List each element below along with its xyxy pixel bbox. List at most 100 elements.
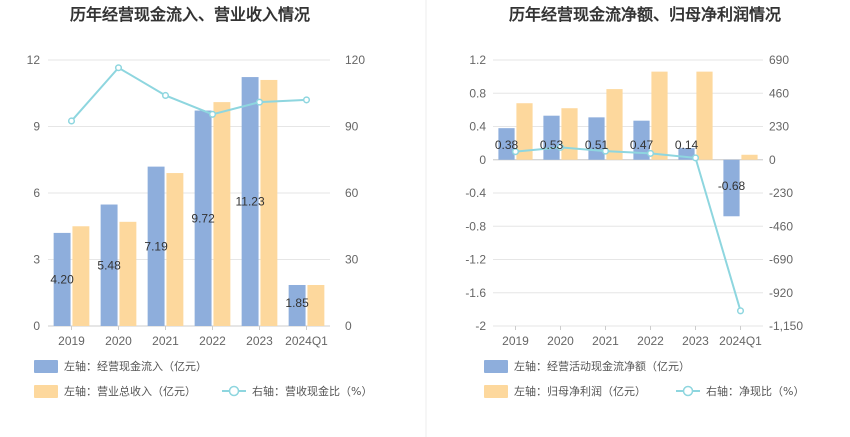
legend-label: 右轴：营收现金比（%） [252,384,372,398]
left-axis-tick: -1.6 [465,286,486,300]
left-axis-tick: -0.8 [465,219,486,233]
data-label: 0.47 [630,138,654,152]
legend-label: 左轴：营业总收入（亿元） [64,384,196,398]
bar-series1 [72,226,90,326]
data-label: 0.14 [675,138,699,152]
bar-series0 [678,148,695,160]
legend-swatch-point [682,385,694,397]
line-point [208,110,217,118]
data-label: 0.53 [540,138,564,152]
x-axis-label: 2023 [682,334,709,348]
right-axis-tick: 0 [345,319,352,333]
left-axis-tick: -1.2 [465,253,486,267]
legend-swatch [34,385,58,398]
data-label: 7.19 [144,239,168,253]
line-point [691,154,700,162]
data-label: -0.68 [718,179,746,193]
x-axis-label: 2024Q1 [285,334,328,348]
line-point [511,148,520,156]
line-series [515,146,742,312]
left-axis-tick: -2 [475,319,486,333]
x-axis-label: 2022 [199,334,226,348]
bar-series1 [696,71,713,160]
right-axis-tick: -1,150 [769,319,803,333]
bar-series0 [194,110,212,326]
legend-swatch [34,360,58,373]
left-axis-tick: 3 [33,253,40,267]
x-axis-label: 2023 [246,334,273,348]
legend-label: 左轴：经营活动现金流净额（亿元） [514,359,690,373]
right-axis-tick: 30 [345,253,359,267]
bar-series0 [241,77,259,327]
legend-swatch [484,360,508,373]
line-series [70,66,307,122]
right-axis-tick: 230 [769,120,789,134]
line-point [556,143,565,151]
bar-series1 [307,284,325,326]
right-axis-tick: 460 [769,86,789,100]
right-axis-tick: 120 [345,53,365,67]
x-axis-label: 2021 [152,334,179,348]
legend-label: 左轴：经营现金流入（亿元） [64,359,207,373]
x-axis-label: 2020 [547,334,574,348]
x-axis-label: 2022 [637,334,664,348]
right-axis-tick: 90 [345,120,359,134]
data-label: 5.48 [97,258,121,272]
left-axis-tick: 9 [33,120,40,134]
data-label: 1.85 [285,296,309,310]
chart-title: 历年经营现金流入、营业收入情况 [70,5,310,24]
bar-series1 [213,102,231,326]
data-label: 4.20 [50,272,74,286]
left-axis-tick: 0.4 [469,120,486,134]
bar-series1 [651,71,668,160]
data-label: 0.38 [495,138,519,152]
bar-series0 [100,204,118,326]
left-axis-tick: -0.4 [465,186,486,200]
line-point [646,149,655,157]
bar-series0 [147,166,165,326]
bar-series0 [498,128,515,160]
right-axis-tick: -690 [769,253,793,267]
line-point [114,64,123,72]
x-axis-label: 2021 [592,334,619,348]
bar-series1 [606,89,623,160]
bar-series1 [741,154,758,160]
data-label: 11.23 [236,195,265,209]
bar-series1 [260,79,278,326]
data-label: 0.51 [585,138,609,152]
left-axis-tick: 0 [33,319,40,333]
left-axis-tick: 6 [33,186,40,200]
x-axis-label: 2019 [58,334,85,348]
right-axis-tick: -920 [769,286,793,300]
right-axis-tick: 690 [769,53,789,67]
left-axis-tick: 0 [479,153,486,167]
right-axis-tick: 60 [345,186,359,200]
right-axis-tick: -460 [769,219,793,233]
line-point [601,147,610,155]
left-axis-tick: 12 [27,53,41,67]
bar-series0 [53,232,71,326]
chart-title: 历年经营现金流净额、归母净利润情况 [509,5,781,24]
bar-series0 [288,284,306,326]
line-point [67,117,76,125]
x-axis-label: 2019 [502,334,529,348]
x-axis-label: 2020 [105,334,132,348]
line-point [161,91,170,100]
right-axis-tick: -230 [769,186,793,200]
bar-series1 [166,173,184,326]
bar-series1 [119,221,137,326]
bar-series0 [723,159,740,217]
bar-series1 [561,108,578,160]
legend-swatch-point [228,385,240,397]
x-axis-label: 2024Q1 [719,334,762,348]
legend-label: 右轴：净现比（%） [706,384,804,398]
data-label: 9.72 [191,211,215,225]
bar-series1 [516,103,533,160]
chart-cash-net-profit: 历年经营现金流净额、归母净利润情况 -2 -1.6 -1.2 -0.8 -0.4 0 0.4 0… [465,5,804,398]
line-point [255,98,264,106]
legend-label: 左轴：归母净利润（亿元） [514,384,646,398]
left-axis-tick: 0.8 [469,86,486,100]
left-axis-tick: 1.2 [469,53,486,67]
